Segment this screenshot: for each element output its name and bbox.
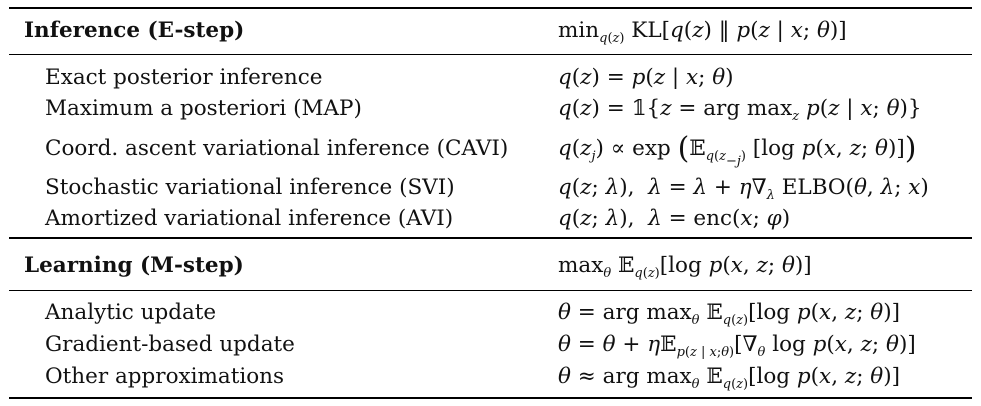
inference-label-svi: Stochastic variational inference (SVI) <box>45 175 455 200</box>
learning-label-analytic: Analytic update <box>45 300 217 325</box>
inference-formula-map: q(z) = 𝟙{z = arg maxz p(z | x; θ)} <box>558 96 922 124</box>
learning-row-gradient: Gradient-based update θ = θ + η𝔼p(z | x;… <box>0 329 981 361</box>
inference-row-map: Maximum a posteriori (MAP) q(z) = 𝟙{z = … <box>0 93 981 125</box>
learning-row-analytic: Analytic update θ = arg maxθ 𝔼q(z)[log p… <box>0 297 981 329</box>
learning-heading-formula: maxθ 𝔼q(z)[log p(x, z; θ)] <box>558 253 812 281</box>
inference-row-svi: Stochastic variational inference (SVI) q… <box>0 172 981 204</box>
learning-heading: Learning (M-step) <box>24 253 244 278</box>
learning-header-rule <box>9 290 972 291</box>
inference-formula-svi: q(z; λ), λ = λ + η∇λ ELBO(θ, λ; x) <box>558 175 929 203</box>
inference-label-map: Maximum a posteriori (MAP) <box>45 96 362 121</box>
inference-heading-row: Inference (E-step) minq(z) KL[q(z) ‖ p(z… <box>0 15 981 47</box>
inference-label-avi: Amortized variational inference (AVI) <box>45 206 454 231</box>
learning-formula-analytic: θ = arg maxθ 𝔼q(z)[log p(x, z; θ)] <box>558 300 900 328</box>
inference-formula-avi: q(z; λ), λ = enc(x; φ) <box>558 206 791 231</box>
inference-heading: Inference (E-step) <box>24 18 245 43</box>
learning-formula-gradient: θ = θ + η𝔼p(z | x;θ)[∇θ log p(x, z; θ)] <box>558 332 916 360</box>
inference-formula-exact: q(z) = p(z | x; θ) <box>558 65 734 90</box>
bottom-rule <box>9 397 972 399</box>
learning-formula-other: θ ≈ arg maxθ 𝔼q(z)[log p(x, z; θ)] <box>558 364 900 392</box>
inference-heading-formula: minq(z) KL[q(z) ‖ p(z | x; θ)] <box>558 18 847 46</box>
section-divider-rule <box>9 237 972 239</box>
inference-label-exact: Exact posterior inference <box>45 65 323 90</box>
top-rule <box>9 7 972 9</box>
learning-row-other: Other approximations θ ≈ arg maxθ 𝔼q(z)[… <box>0 361 981 393</box>
inference-row-exact: Exact posterior inference q(z) = p(z | x… <box>0 62 981 94</box>
learning-label-gradient: Gradient-based update <box>45 332 295 357</box>
inference-row-cavi: Coord. ascent variational inference (CAV… <box>0 131 981 169</box>
learning-heading-row: Learning (M-step) maxθ 𝔼q(z)[log p(x, z;… <box>0 250 981 282</box>
inference-row-avi: Amortized variational inference (AVI) q(… <box>0 203 981 235</box>
learning-label-other: Other approximations <box>45 364 285 389</box>
inference-label-cavi: Coord. ascent variational inference (CAV… <box>45 136 509 161</box>
inference-formula-cavi: q(zj) ∝ exp (𝔼q(z−j) [log p(x, z; θ)]) <box>558 131 917 169</box>
inference-header-rule <box>9 54 972 55</box>
